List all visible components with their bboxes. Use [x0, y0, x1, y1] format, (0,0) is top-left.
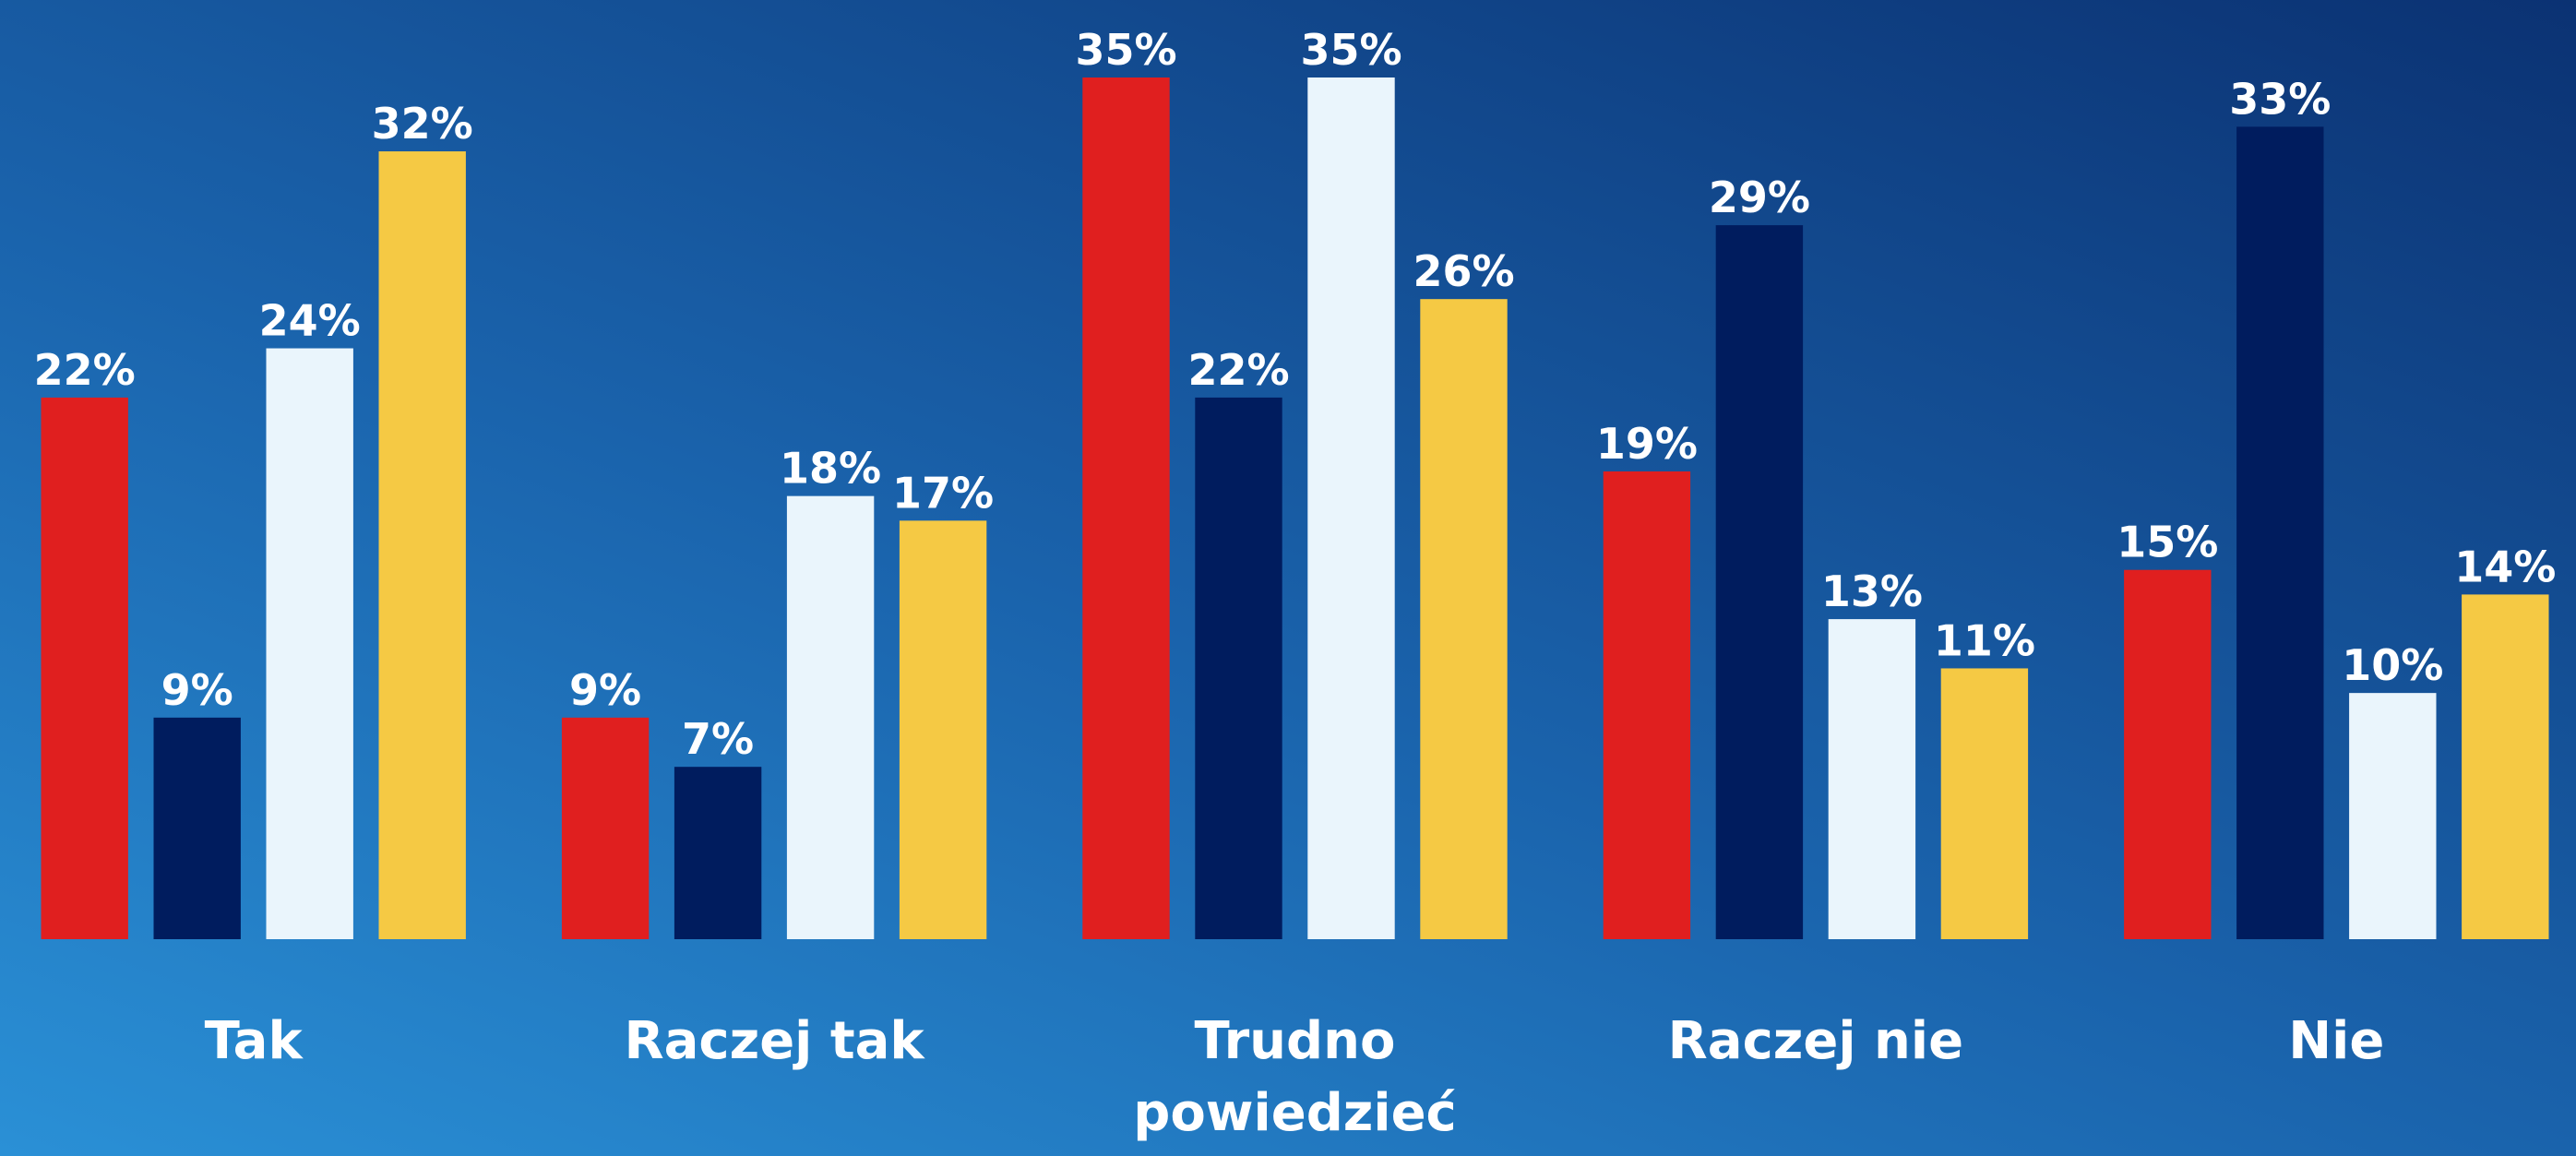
bar: [1195, 397, 1282, 939]
value-label: 11%: [1934, 615, 2035, 665]
value-label: 18%: [780, 444, 881, 494]
value-label: 9%: [569, 665, 641, 715]
bar: [2124, 569, 2212, 939]
value-label: 15%: [2117, 518, 2218, 567]
bar: [1940, 668, 2029, 939]
value-label: 22%: [34, 345, 136, 395]
value-label: 35%: [1075, 25, 1176, 75]
category-label: Raczej nie: [1667, 1011, 1964, 1071]
bar: [561, 717, 650, 939]
value-label: 19%: [1596, 419, 1698, 469]
bar: [1082, 77, 1170, 939]
bar: [1603, 471, 1691, 939]
value-label: 14%: [2454, 542, 2556, 591]
bar: [1420, 299, 1508, 940]
bar: [41, 397, 128, 939]
value-label: 9%: [161, 665, 233, 715]
bar: [2462, 594, 2549, 939]
bar: [2349, 693, 2437, 939]
value-label: 29%: [1709, 173, 1810, 222]
category-label: Raczej tak: [624, 1011, 924, 1071]
bar: [1307, 77, 1395, 939]
value-label: 32%: [372, 99, 473, 149]
bar: [153, 717, 241, 939]
value-label: 33%: [2229, 74, 2331, 124]
bar: [378, 151, 466, 940]
bar: [786, 495, 875, 939]
value-label: 22%: [1187, 345, 1289, 395]
value-label: 7%: [682, 714, 754, 764]
value-label: 17%: [892, 468, 994, 518]
value-label: 10%: [2342, 640, 2443, 690]
value-label: 26%: [1413, 246, 1514, 296]
bar: [899, 520, 987, 939]
value-label: 13%: [1821, 566, 1923, 616]
bar: [266, 348, 353, 939]
value-label: 24%: [259, 296, 361, 346]
category-label: Trudno powiedzieć: [1133, 1011, 1457, 1143]
value-label: 35%: [1300, 25, 1401, 75]
bar: [1715, 225, 1804, 940]
category-label: Tak: [204, 1011, 303, 1071]
bar: [2236, 126, 2324, 939]
category-label: Nie: [2288, 1011, 2385, 1071]
bar: [674, 767, 762, 939]
bar: [1828, 619, 1916, 939]
